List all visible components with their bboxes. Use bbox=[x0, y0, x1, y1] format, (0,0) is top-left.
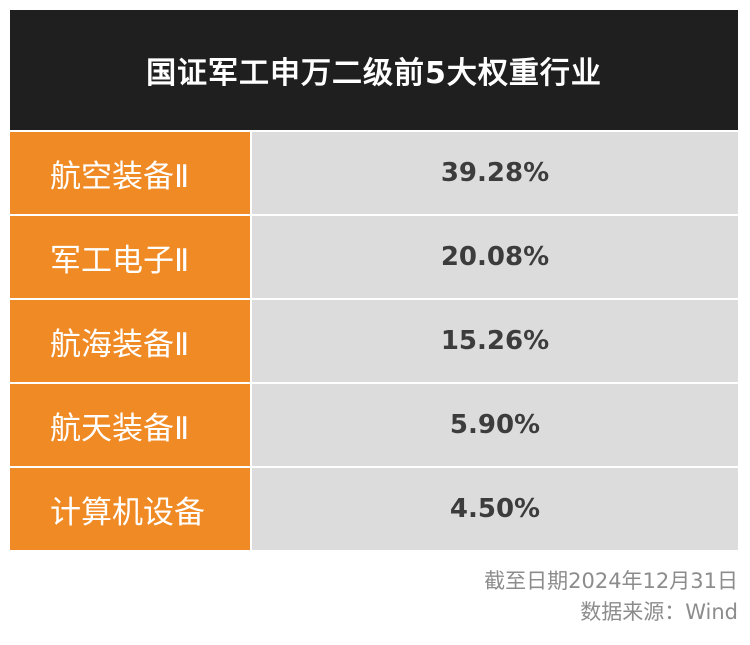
table-row: 计算机设备 4.50% bbox=[10, 468, 738, 550]
industry-name: 计算机设备 bbox=[10, 468, 250, 550]
weight-value: 4.50% bbox=[252, 468, 738, 550]
table-row: 航海装备Ⅱ 15.26% bbox=[10, 300, 738, 382]
table-row: 航天装备Ⅱ 5.90% bbox=[10, 384, 738, 466]
source-note: 数据来源：Wind bbox=[580, 600, 738, 624]
industry-name: 航天装备Ⅱ bbox=[10, 384, 250, 466]
industry-name: 军工电子Ⅱ bbox=[10, 216, 250, 298]
table-row: 军工电子Ⅱ 20.08% bbox=[10, 216, 738, 298]
weight-value: 5.90% bbox=[252, 384, 738, 466]
industry-name: 航空装备Ⅱ bbox=[10, 132, 250, 214]
weight-value: 15.26% bbox=[252, 300, 738, 382]
industry-name: 航海装备Ⅱ bbox=[10, 300, 250, 382]
weight-value: 20.08% bbox=[252, 216, 738, 298]
date-note: 截至日期2024年12月31日 bbox=[484, 569, 738, 593]
table-title: 国证军工申万二级前5大权重行业 bbox=[10, 10, 738, 130]
weight-table: 国证军工申万二级前5大权重行业 航空装备Ⅱ 39.28% 军工电子Ⅱ 20.08… bbox=[10, 10, 738, 550]
footer-notes: 截至日期2024年12月31日 数据来源：Wind bbox=[484, 566, 738, 628]
weight-value: 39.28% bbox=[252, 132, 738, 214]
table-row: 航空装备Ⅱ 39.28% bbox=[10, 132, 738, 214]
